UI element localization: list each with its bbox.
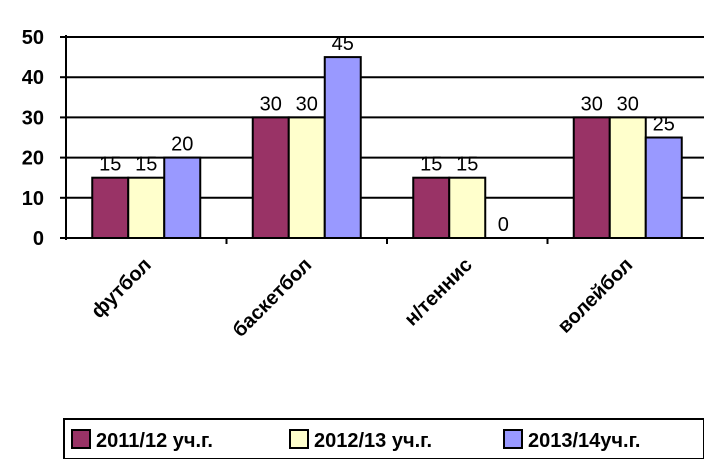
legend-swatch	[71, 429, 91, 449]
bar	[572, 116, 611, 239]
bars	[91, 56, 683, 240]
y-tick-label: 30	[22, 107, 44, 129]
y-tick-label: 50	[22, 27, 44, 49]
category-labels: футбол баскетбол н/теннис волейбол	[87, 254, 637, 342]
y-tick-label: 10	[22, 188, 44, 210]
y-tick-labels: 0 10 20 30 40 50	[22, 27, 66, 250]
legend-label: 2012/13 уч.г.	[314, 430, 432, 452]
y-tick-label: 20	[22, 148, 44, 170]
data-label: 15	[99, 154, 121, 176]
data-label: 30	[260, 93, 282, 115]
category-label: волейбол	[554, 254, 638, 338]
data-label: 0	[498, 214, 509, 236]
legend-label: 2013/14уч.г.	[528, 430, 640, 452]
data-label: 20	[171, 134, 193, 156]
bar	[127, 176, 166, 239]
bar	[608, 116, 647, 239]
bar	[163, 156, 202, 240]
data-label: 15	[135, 154, 157, 176]
y-tick-label: 0	[33, 228, 44, 250]
legend-label: 2011/12 уч.г.	[96, 430, 213, 452]
data-label: 30	[617, 93, 639, 115]
data-labels: 15 15 20 30 30 45 15 15 0 30 30 25	[99, 33, 675, 236]
bar	[644, 136, 683, 239]
data-label: 15	[456, 154, 478, 176]
legend-box	[63, 418, 704, 459]
legend-swatch	[503, 429, 523, 449]
data-label: 30	[296, 93, 318, 115]
bar	[448, 176, 487, 239]
bar	[287, 116, 326, 239]
legend-swatch	[289, 429, 309, 449]
bar	[91, 176, 130, 239]
data-label: 45	[332, 33, 354, 55]
data-label: 30	[581, 93, 603, 115]
data-label: 15	[420, 154, 442, 176]
category-label: н/теннис	[400, 254, 476, 330]
legend: 2011/12 уч.г. 2012/13 уч.г. 2013/14уч.г.	[63, 418, 704, 459]
category-label: баскетбол	[229, 254, 317, 342]
bar	[412, 176, 451, 239]
data-label: 25	[653, 114, 675, 136]
bar	[323, 56, 362, 239]
bar	[251, 116, 290, 239]
axes	[65, 35, 704, 244]
y-tick-label: 40	[22, 67, 44, 89]
category-label: футбол	[87, 254, 156, 323]
